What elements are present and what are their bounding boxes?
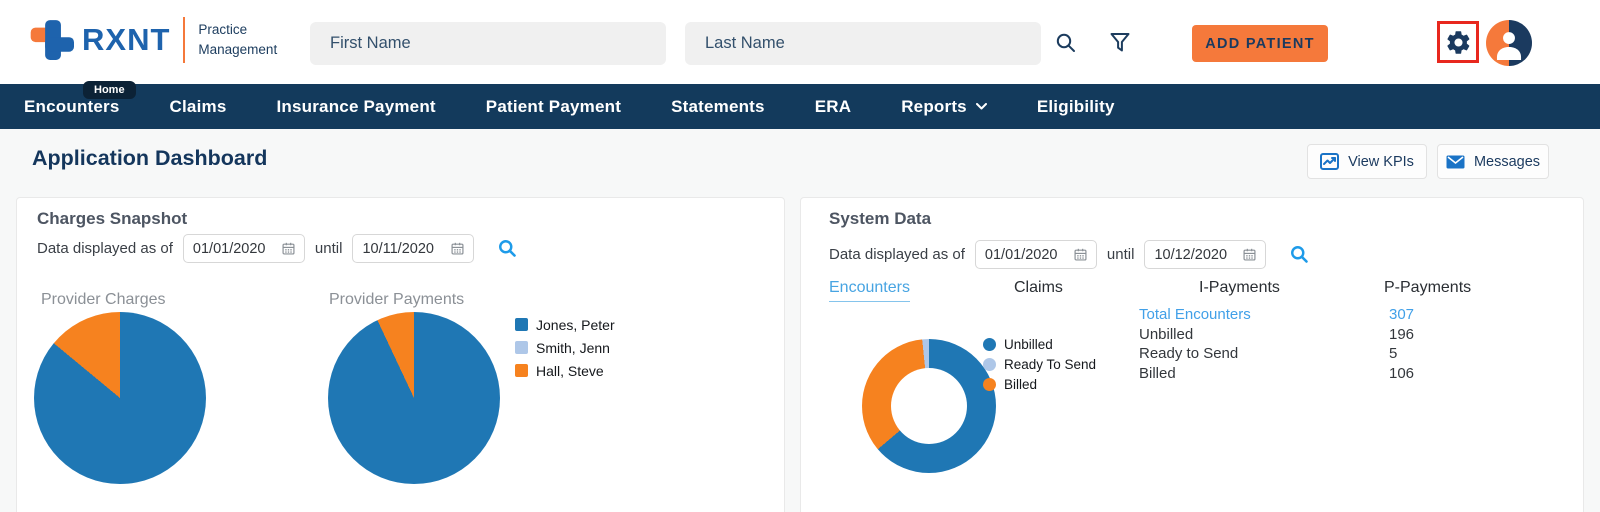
stat-label[interactable]: Total Encounters [1139,306,1251,324]
nav-item-reports[interactable]: Reports [901,97,987,117]
nav-item-encounters[interactable]: Encounters [24,96,120,116]
calendar-icon [451,242,464,255]
stat-value: 307 [1389,306,1415,324]
filter-icon[interactable] [1108,31,1132,55]
charges-snapshot-card: Charges Snapshot Data displayed as of 01… [16,197,785,512]
calendar-icon [1243,248,1256,261]
to-date-input[interactable]: 10/11/2020 [352,234,475,263]
stat-row-billed: Billed 106 [1139,364,1414,384]
apply-search-icon[interactable] [497,238,518,259]
charges-card-title: Charges Snapshot [37,209,188,228]
main-navbar: Home Encounters Claims Insurance Payment… [0,81,1600,129]
stat-label: Billed [1139,364,1176,382]
stat-value: 196 [1389,325,1415,343]
date-prefix-label: Data displayed as of [829,246,965,263]
nav-item-claims[interactable]: Claims [169,96,227,116]
stat-value: 5 [1389,345,1398,363]
legend-item[interactable]: Ready To Send [983,354,1096,374]
last-name-input[interactable] [685,22,1041,65]
until-label: until [314,240,343,257]
encounters-donut-chart[interactable] [862,339,996,473]
logo-divider [183,17,186,63]
until-label: until [1106,246,1135,263]
legend-item[interactable]: Hall, Steve [515,359,615,382]
charges-date-filter: Data displayed as of 01/01/2020 until 10… [37,234,518,263]
user-avatar[interactable] [1486,20,1532,66]
settings-highlight-box[interactable] [1437,21,1479,63]
encounters-stats-table: Total Encounters 307 Unbilled 196 Ready … [1139,305,1414,383]
provider-payments-pie[interactable] [328,312,500,484]
legend-swatch [983,377,996,391]
nav-item-era[interactable]: ERA [814,96,852,116]
calendar-icon [1074,248,1087,261]
nav-item-insurance-payment[interactable]: Insurance Payment [276,96,436,116]
encounters-legend: Unbilled Ready To Send Billed [983,334,1096,394]
page-title: Application Dashboard [32,146,268,170]
rxnt-logo[interactable]: RXNT Practice Management [30,17,277,63]
tab-p-payments[interactable]: P-Payments [1384,279,1472,296]
from-date-input[interactable]: 01/01/2020 [182,234,305,263]
tab-claims[interactable]: Claims [1014,279,1063,296]
system-date-filter: Data displayed as of 01/01/2020 until 10… [829,240,1310,269]
stat-row-unbilled: Unbilled 196 [1139,325,1414,345]
stat-label: Unbilled [1139,325,1194,343]
home-tooltip-badge: Home [83,81,136,99]
legend-swatch [515,341,528,354]
first-name-input[interactable] [310,22,666,65]
apply-search-icon[interactable] [1289,244,1310,265]
date-prefix-label: Data displayed as of [37,240,173,257]
messages-button[interactable]: Messages [1437,144,1549,179]
kpi-chart-icon [1320,153,1340,170]
legend-item[interactable]: Smith, Jenn [515,336,615,359]
calendar-icon [282,242,295,255]
legend-item[interactable]: Billed [983,374,1096,394]
legend-swatch [983,337,996,351]
system-data-card: System Data Data displayed as of 01/01/2… [800,197,1584,512]
gear-icon [1446,30,1469,54]
legend-item[interactable]: Jones, Peter [515,313,615,336]
from-date-input[interactable]: 01/01/2020 [974,240,1097,269]
nav-item-statements[interactable]: Statements [671,96,765,116]
legend-swatch [983,357,996,371]
stat-row-ready-to-send: Ready to Send 5 [1139,344,1414,364]
tab-i-payments[interactable]: I-Payments [1199,279,1280,296]
provider-charges-pie[interactable] [34,312,206,484]
nav-item-patient-payment[interactable]: Patient Payment [485,96,622,116]
view-kpis-button[interactable]: View KPIs [1307,144,1427,179]
provider-charges-label: Provider Charges [41,291,166,308]
envelope-icon [1446,155,1465,168]
to-date-input[interactable]: 10/12/2020 [1144,240,1267,269]
chevron-down-icon [975,103,987,110]
stat-value: 106 [1389,364,1415,382]
stat-row-total-encounters: Total Encounters 307 [1139,305,1414,325]
rxnt-cross-icon [30,20,74,60]
providers-legend: Jones, Peter Smith, Jenn Hall, Steve [515,313,615,382]
product-name: Practice Management [198,22,278,57]
legend-item[interactable]: Unbilled [983,334,1096,354]
nav-item-eligibility[interactable]: Eligibility [1036,96,1115,116]
search-icon[interactable] [1054,31,1078,55]
add-patient-button[interactable]: ADD PATIENT [1192,25,1328,62]
tab-encounters[interactable]: Encounters [829,279,910,302]
system-card-title: System Data [829,209,932,228]
person-icon [1496,32,1522,60]
legend-swatch [515,364,528,377]
stat-label: Ready to Send [1139,345,1239,363]
legend-swatch [515,318,528,331]
brand-name: RXNT [82,22,171,57]
provider-payments-label: Provider Payments [329,291,465,308]
top-header: RXNT Practice Management ADD PATIENT [0,0,1600,84]
